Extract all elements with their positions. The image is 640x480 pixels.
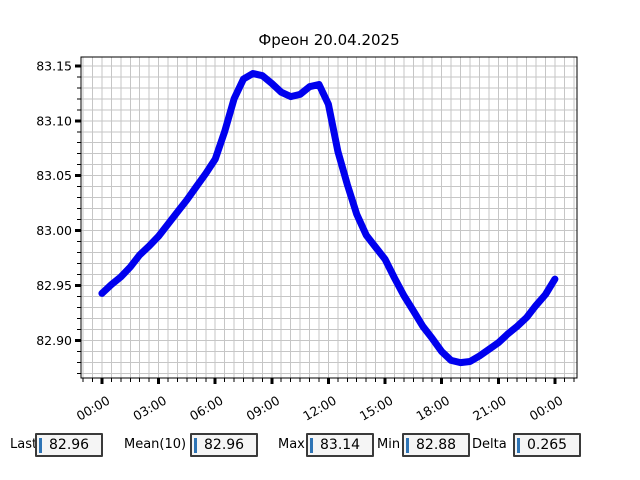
stat-label-min: Min	[377, 437, 401, 452]
stat-entry-last[interactable]: 82.96	[35, 433, 103, 457]
svg-text:82.95: 82.95	[36, 278, 72, 293]
stat-label-mean: Mean(10)	[124, 437, 187, 452]
y-axis-labels: 82.90 82.95 83.00 83.05 83.10 83.15	[36, 58, 72, 348]
svg-text:21:00: 21:00	[470, 393, 509, 424]
svg-text:12:00: 12:00	[300, 393, 339, 424]
text-cursor	[310, 437, 313, 453]
svg-text:03:00: 03:00	[130, 393, 169, 424]
axis-ticks	[75, 64, 575, 384]
stat-label-delta: Delta	[472, 437, 507, 452]
stat-value-last: 82.96	[49, 437, 90, 453]
data-series-line	[98, 70, 559, 367]
svg-text:83.00: 83.00	[36, 223, 72, 238]
stat-entry-mean[interactable]: 82.96	[190, 433, 258, 457]
chart-title: Фреон 20.04.2025	[258, 31, 400, 49]
plot-border	[80, 56, 578, 379]
stat-label-max: Max	[278, 437, 305, 452]
svg-text:82.90: 82.90	[36, 333, 72, 348]
text-cursor	[406, 437, 409, 453]
text-cursor	[39, 437, 42, 453]
stat-entry-delta[interactable]: 0.265	[513, 433, 581, 457]
svg-text:09:00: 09:00	[244, 393, 283, 424]
stat-label-last: Last	[10, 437, 38, 452]
stat-entry-max[interactable]: 83.14	[306, 433, 374, 457]
stat-entry-min[interactable]: 82.88	[402, 433, 470, 457]
chart-canvas: 82.90 82.95 83.00 83.05 83.10 83.15 00:00 03:00…	[36, 56, 578, 424]
stat-value-min: 82.88	[416, 437, 457, 453]
svg-text:00:00: 00:00	[527, 393, 566, 424]
svg-text:83.05: 83.05	[36, 168, 72, 183]
text-cursor	[517, 437, 520, 453]
svg-text:06:00: 06:00	[187, 393, 226, 424]
svg-text:18:00: 18:00	[413, 393, 452, 424]
text-cursor	[194, 437, 197, 453]
svg-text:00:00: 00:00	[74, 393, 113, 424]
stat-value-max: 83.14	[320, 437, 361, 453]
stat-value-delta: 0.265	[527, 437, 568, 453]
stat-value-mean: 82.96	[204, 437, 245, 453]
svg-text:83.15: 83.15	[36, 58, 72, 73]
svg-text:83.10: 83.10	[36, 113, 72, 128]
svg-text:15:00: 15:00	[357, 393, 396, 424]
x-axis-labels: 00:00 03:00 06:00 09:00 12:00 15:00 18:00 21:00…	[74, 393, 566, 424]
grid	[81, 57, 577, 378]
